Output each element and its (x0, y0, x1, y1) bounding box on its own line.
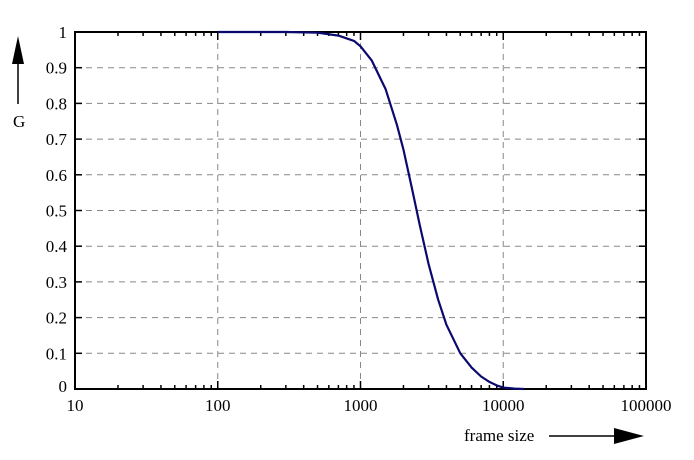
y-tick-label: 0.6 (46, 166, 67, 185)
y-tick-label: 1 (59, 23, 68, 42)
x-axis-arrow-icon (614, 428, 644, 444)
x-tick-label: 10 (67, 396, 84, 415)
y-axis-arrow-icon (12, 36, 24, 64)
y-tick-label: 0.5 (46, 202, 67, 221)
x-tick-label: 1000 (344, 396, 378, 415)
x-tick-label: 100000 (621, 396, 672, 415)
y-tick-label: 0.2 (46, 309, 67, 328)
x-axis-label: frame size (464, 426, 534, 445)
y-tick-label: 0.4 (46, 237, 68, 256)
y-tick-label: 0.8 (46, 94, 67, 113)
y-tick-label: 0.7 (46, 130, 68, 149)
y-tick-label: 0.9 (46, 59, 67, 78)
x-tick-label: 10000 (482, 396, 525, 415)
y-axis-label: G (13, 112, 25, 131)
y-tick-label: 0.1 (46, 344, 67, 363)
x-tick-label: 100 (205, 396, 231, 415)
data-line (217, 30, 525, 391)
y-tick-label: 0.3 (46, 273, 67, 292)
plot-frame (74, 31, 647, 390)
y-tick-label: 0 (59, 377, 68, 396)
